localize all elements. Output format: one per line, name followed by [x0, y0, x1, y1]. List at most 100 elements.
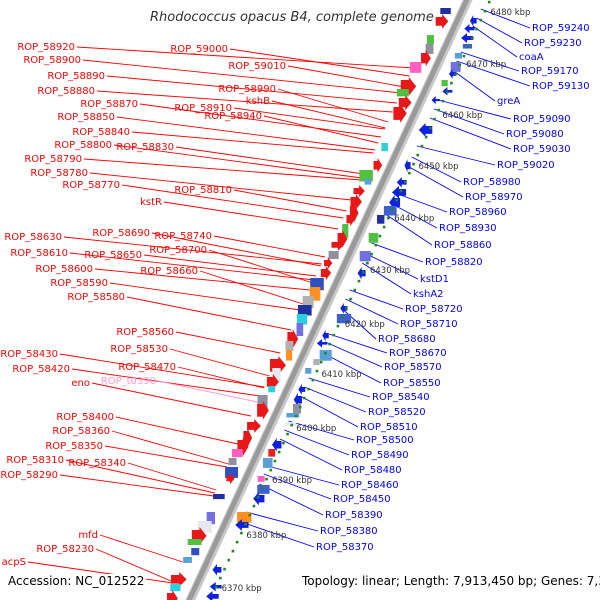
gene-label-right: ROP_59020: [497, 160, 555, 171]
scale-dot: [282, 441, 285, 445]
scale-tick-label: 6460 kbp: [442, 111, 482, 121]
gene-block: [225, 467, 239, 478]
leader-line: [476, 17, 523, 44]
gene-label-right: ROP_58540: [372, 392, 430, 403]
scale-dot: [256, 495, 260, 499]
scale-dot: [244, 522, 247, 526]
topology-text: Topology: linear; Length: 7,913,450 bp; …: [300, 574, 600, 588]
leader-line: [328, 333, 388, 354]
gene-arrow: [272, 438, 282, 452]
gene-label-left: ROP_58840: [72, 127, 130, 138]
leader-line: [83, 158, 362, 181]
gene-label-right: ROP_58680: [378, 334, 436, 345]
scale-tick-label: 6410 kbp: [321, 370, 361, 380]
scale-dot: [370, 252, 373, 256]
leader-line: [241, 521, 315, 548]
leader-line: [111, 430, 229, 465]
gene-label-left: ROP_59000: [170, 44, 228, 55]
gene-block: [302, 296, 314, 309]
gene-arrow: [206, 591, 219, 600]
leader-line: [139, 103, 382, 138]
gene-arrow: [235, 519, 249, 531]
leader-line: [411, 156, 462, 183]
scale-dot: [319, 360, 323, 364]
scale-tick-label: 6430 kbp: [370, 266, 410, 276]
gene-label-right: coaA: [519, 52, 544, 63]
scale-dot: [240, 531, 243, 535]
leader-line: [127, 462, 217, 491]
leader-line: [284, 429, 350, 456]
gene-block: [286, 350, 293, 361]
gene-block: [336, 314, 352, 324]
leader-line: [340, 307, 377, 340]
scale-dot: [454, 72, 457, 76]
leader-line: [99, 534, 183, 563]
scale-dot: [395, 198, 399, 202]
leader-line: [263, 115, 379, 144]
gene-arrow: [357, 267, 366, 280]
leader-line: [65, 459, 216, 494]
gene-label-right: ROP_58500: [356, 435, 414, 446]
scale-tick-label: 6480 kbp: [490, 8, 530, 18]
gene-label-left: ROP_58870: [80, 99, 138, 110]
gene-label-right: ROP_59240: [532, 23, 590, 34]
gene-block: [257, 476, 265, 482]
leader-line: [394, 192, 448, 213]
gene-label-left: ROP_58790: [24, 154, 82, 165]
gene-block: [359, 251, 371, 262]
leader-line: [452, 69, 496, 102]
scale-tick-label: 6390 kbp: [272, 476, 312, 486]
scale-dot: [307, 387, 310, 391]
leader-line: [390, 202, 438, 229]
scale-dot: [429, 126, 432, 130]
scale-dot: [231, 549, 235, 553]
gene-label-right: ROP_58490: [351, 450, 409, 461]
gene-block: [286, 413, 300, 418]
gene-label-left: ROP_58690: [92, 228, 150, 239]
gene-label-right: ROP_59130: [532, 81, 590, 92]
scale-dot: [487, 0, 491, 4]
gene-block: [426, 35, 434, 44]
leader-line: [416, 145, 496, 166]
gene-block: [425, 44, 434, 54]
gene-block: [206, 512, 216, 525]
leader-line: [384, 213, 433, 246]
gene-label-left: ROP_58590: [50, 278, 108, 289]
leader-line: [213, 235, 326, 258]
gene-arrow: [393, 104, 407, 123]
gene-block: [263, 458, 273, 468]
scale-dot: [441, 99, 445, 103]
leader-line: [325, 341, 383, 368]
leader-line: [169, 348, 270, 377]
gene-label-left: ROP_58920: [17, 42, 75, 53]
gene-label-right: ROP_58820: [425, 257, 483, 268]
gene-block: [319, 350, 332, 361]
gene-label-left: ROP_58350: [45, 441, 103, 452]
gene-label-left: ROP_58880: [37, 86, 95, 97]
gene-label-left: ROP_58660: [140, 266, 198, 277]
gene-label-left: ROP_58630: [4, 232, 62, 243]
scale-tick-label: 6450 kbp: [419, 162, 459, 172]
gene-label-left: ROP_58420: [12, 364, 70, 375]
gene-block: [454, 53, 463, 59]
leader-line: [104, 445, 228, 468]
gene-label-right: ROP_58370: [316, 542, 374, 553]
leader-line: [27, 561, 173, 584]
leader-line: [233, 189, 347, 212]
gene-label-left: ROP_58990: [218, 84, 276, 95]
gene-label-right: ROP_59090: [513, 114, 571, 125]
scale-dot: [345, 306, 348, 310]
gene-arrow: [331, 239, 345, 251]
scale-dot: [408, 171, 411, 175]
leader-line: [472, 25, 518, 58]
gene-label-left: ROP_58740: [154, 231, 212, 242]
gene-label-right: ROP_58570: [384, 362, 442, 373]
leader-line: [143, 254, 317, 277]
gene-arrow: [212, 564, 222, 576]
gene-block: [440, 8, 451, 15]
leader-line: [69, 252, 315, 281]
gene-block: [183, 557, 192, 563]
leader-line: [288, 420, 355, 441]
gene-block: [297, 305, 312, 316]
gene-block: [381, 143, 388, 152]
